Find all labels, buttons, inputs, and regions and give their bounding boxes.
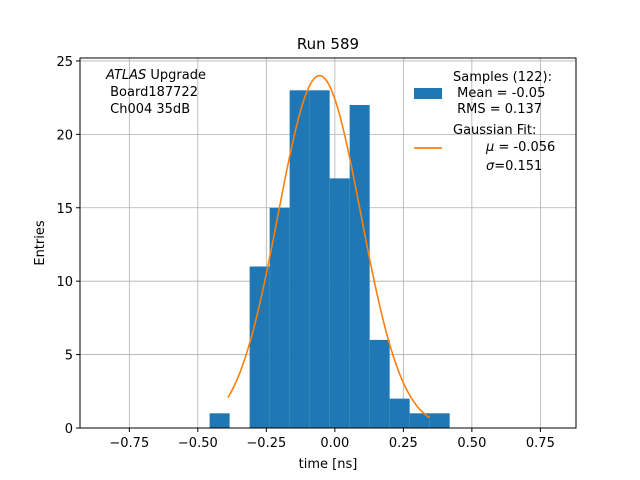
svg-text:σ=0.151: σ=0.151	[457, 159, 563, 174]
histogram-bar	[409, 413, 430, 428]
legend-fit-title: Gaussian Fit:	[453, 123, 536, 138]
legend-samples-mean: Mean = -0.05	[453, 86, 545, 101]
grid	[80, 58, 576, 429]
legend-fit-sigma-value: =0.151	[494, 159, 542, 174]
legend-fit-sigma-symbol: σ	[486, 159, 495, 174]
gaussian-fit	[227, 74, 430, 419]
annotation-channel: Ch004 35dB	[106, 102, 190, 117]
legend-fit-mu-value: = -0.056	[494, 140, 555, 155]
fit-curve	[227, 74, 430, 419]
x-tick-label: 0.25	[389, 436, 418, 451]
x-axis-label: time [ns]	[299, 457, 358, 472]
chart-title: Run 589	[297, 35, 359, 53]
y-tick-label: 25	[56, 55, 73, 70]
legend: Samples (122): Mean = -0.05 RMS = 0.137 …	[414, 70, 576, 174]
x-tick-label: −0.50	[178, 436, 218, 451]
x-tick-label: 0.75	[526, 436, 555, 451]
atlas-annotation: ATLAS Upgrade Board187722 Ch004 35dB	[105, 68, 206, 117]
x-tick-label: −0.25	[246, 436, 286, 451]
y-tick-label: 10	[56, 275, 73, 290]
histogram-bar	[369, 339, 390, 428]
plot-frame	[79, 57, 577, 429]
x-ticks: −0.75 −0.50 −0.25 0.00 0.25 0.50 0.75	[109, 428, 555, 451]
legend-samples-title: Samples (122):	[453, 70, 552, 85]
histogram-bar	[269, 207, 290, 428]
annotation-upgrade: Upgrade	[146, 68, 206, 83]
y-tick-label: 20	[56, 128, 73, 143]
histogram-bar	[249, 266, 270, 428]
y-tick-label: 0	[65, 422, 73, 437]
x-tick-label: 0.00	[320, 436, 349, 451]
histogram-bar	[309, 90, 330, 429]
histogram-bars	[209, 90, 450, 429]
histogram-bar	[289, 90, 310, 429]
legend-samples-rms: RMS = 0.137	[453, 102, 542, 117]
y-axis-label: Entries	[33, 220, 48, 266]
histogram-bar	[349, 104, 370, 428]
svg-text:μ = -0.056: μ = -0.056	[457, 140, 576, 155]
histogram-bar	[429, 413, 450, 428]
histogram-bar	[329, 178, 350, 428]
histogram-bar	[209, 413, 230, 428]
y-tick-label: 15	[56, 202, 73, 217]
annotation-atlas: ATLAS	[105, 68, 146, 83]
y-tick-label: 5	[65, 349, 73, 364]
x-tick-label: −0.75	[109, 436, 149, 451]
annotation-board: Board187722	[106, 85, 198, 100]
legend-samples-swatch	[414, 88, 442, 99]
histogram-bar	[389, 398, 410, 428]
svg-text:ATLAS Upgrade: ATLAS Upgrade	[105, 68, 206, 83]
x-tick-label: 0.50	[457, 436, 486, 451]
legend-fit-mu-symbol: μ	[485, 140, 494, 155]
y-ticks: 0 5 10 15 20 25	[56, 55, 80, 437]
